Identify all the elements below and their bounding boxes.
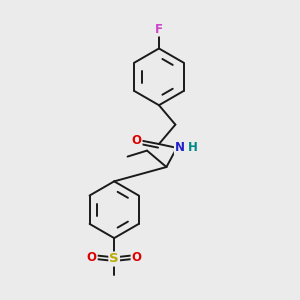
Text: O: O xyxy=(87,251,97,264)
Text: F: F xyxy=(155,22,163,36)
Text: O: O xyxy=(132,134,142,147)
Text: N: N xyxy=(175,141,185,154)
Text: S: S xyxy=(110,253,119,266)
Text: H: H xyxy=(188,141,198,154)
Text: O: O xyxy=(132,251,142,264)
